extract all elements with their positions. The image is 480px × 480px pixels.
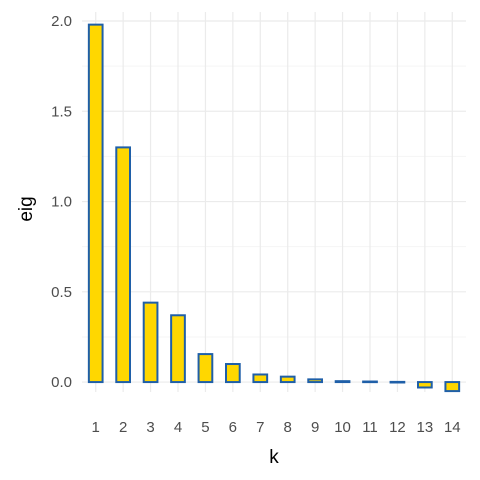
bar [389, 380, 406, 384]
bar [444, 381, 461, 393]
bar [334, 380, 351, 384]
x-axis-title: k [269, 447, 279, 468]
bar [142, 301, 159, 384]
x-tick-label: 6 [229, 419, 237, 436]
x-tick-label: 4 [174, 419, 182, 436]
y-tick-label: 1.5 [51, 103, 72, 120]
bar [362, 380, 378, 384]
x-axis-ticks: 1 2 3 4 5 6 7 8 9 10 11 12 13 14 [92, 419, 461, 436]
bar [225, 363, 241, 384]
x-tick-label: 12 [389, 419, 406, 436]
y-tick-label: 0.0 [51, 374, 72, 391]
x-tick-label: 8 [284, 419, 292, 436]
y-tick-label: 1.0 [51, 194, 72, 211]
bar [307, 378, 323, 384]
y-axis-title: eig [16, 196, 37, 221]
x-tick-label: 14 [444, 419, 461, 436]
bar [279, 375, 296, 384]
x-tick-label: 2 [119, 419, 127, 436]
x-tick-label: 7 [256, 419, 264, 436]
x-tick-label: 3 [146, 419, 154, 436]
x-tick-label: 9 [311, 419, 319, 436]
x-tick-label: 10 [334, 419, 351, 436]
grid [82, 12, 466, 392]
y-tick-label: 0.5 [51, 284, 72, 301]
bar [252, 373, 269, 384]
bar [115, 146, 131, 384]
y-axis-ticks: 0.0 0.5 1.0 1.5 2.0 [51, 13, 72, 391]
bars [87, 23, 461, 393]
bar [170, 314, 186, 384]
x-tick-label: 11 [362, 419, 378, 436]
x-tick-label: 13 [417, 419, 434, 436]
x-tick-label: 5 [201, 419, 209, 436]
bar [197, 353, 214, 384]
x-tick-label: 1 [92, 419, 100, 436]
bar [87, 23, 104, 384]
y-tick-label: 2.0 [51, 13, 72, 30]
bar [417, 381, 433, 389]
